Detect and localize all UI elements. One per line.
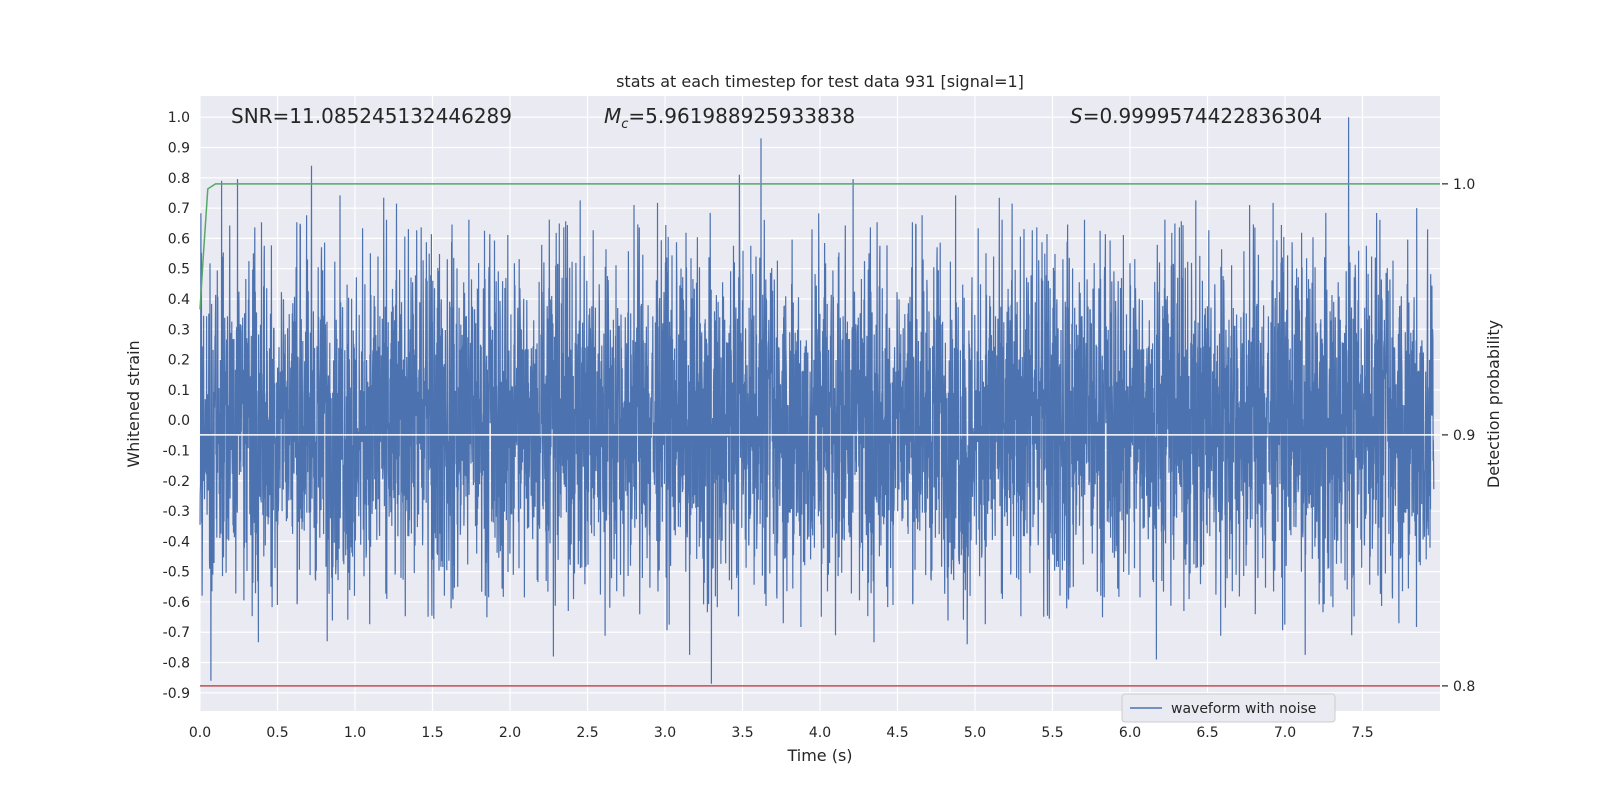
x-tick-label: 6.5 [1196,725,1218,741]
right-tick-label: 1.0 [1453,177,1475,193]
snr-annotation: SNR=11.085245132446289 [231,104,512,128]
y-tick-label: -0.4 [163,534,190,550]
y-tick-label: 1.0 [168,110,190,126]
y-tick-label: 0.8 [168,171,190,187]
y-tick-label: 0.6 [168,231,190,247]
y-tick-label: 0.9 [168,141,190,157]
right-tick-label: 0.9 [1453,428,1475,444]
x-tick-label: 0.5 [266,725,288,741]
waveform-series-line [199,117,1435,684]
legend: waveform with noise [1121,693,1336,723]
x-tick-label: 1.0 [344,725,366,741]
y-axis-ticks: 1.0 0.9 0.8 0.7 0.6 0.5 0.4 0.3 0.2 0.1 0.0 -0.1 -0.… [163,110,190,702]
legend-label: waveform with noise [1171,701,1316,717]
y-tick-label: -0.1 [163,443,190,459]
chart-title: stats at each timestep for test data 931… [616,72,1024,91]
right-axis-label: Detection probability [1484,320,1503,488]
y-tick-label: -0.6 [163,595,190,611]
y-tick-label: 0.5 [168,262,190,278]
x-tick-label: 4.5 [886,725,908,741]
x-tick-label: 7.0 [1274,725,1296,741]
y-tick-label: 0.3 [168,322,190,338]
x-tick-label: 4.0 [809,725,831,741]
x-tick-label: 5.0 [964,725,986,741]
x-tick-label: 6.0 [1119,725,1141,741]
y-tick-label: -0.2 [163,474,190,490]
right-tick-label: 0.8 [1453,679,1475,695]
x-tick-label: 7.5 [1351,725,1373,741]
x-tick-label: 3.5 [731,725,753,741]
detection-probability-line [199,183,1440,310]
x-axis-label: Time (s) [786,746,852,765]
y-tick-label: 0.1 [168,383,190,399]
y-tick-label: -0.8 [163,656,190,672]
x-tick-label: 5.5 [1041,725,1063,741]
score-annotation: S=0.9999574422836304 [1070,104,1322,128]
y-tick-label: -0.7 [163,625,190,641]
legend-box [1121,693,1336,723]
y-tick-label: 0.4 [168,292,190,308]
x-tick-label: 2.5 [576,725,598,741]
y-tick-label: 0.2 [168,353,190,369]
y-axis-label: Whitened strain [124,340,143,467]
right-axis-ticks: 1.0 0.9 0.8 [1442,177,1475,695]
y-tick-label: 0.0 [168,413,190,429]
y-tick-label: -0.3 [163,504,190,520]
y-tick-label: 0.7 [168,201,190,217]
x-tick-label: 3.0 [654,725,676,741]
chirp-mass-annotation: Mc=5.961988925933838 [604,104,855,132]
x-tick-label: 2.0 [499,725,521,741]
x-tick-label: 1.5 [421,725,443,741]
y-tick-label: -0.5 [163,565,190,581]
x-tick-label: 0.0 [189,725,211,741]
x-axis-ticks: 0.0 0.5 1.0 1.5 2.0 2.5 3.0 3.5 4.0 4.5 5.0 5.5 6.0 6… [189,725,1374,741]
y-tick-label: -0.9 [163,686,190,702]
